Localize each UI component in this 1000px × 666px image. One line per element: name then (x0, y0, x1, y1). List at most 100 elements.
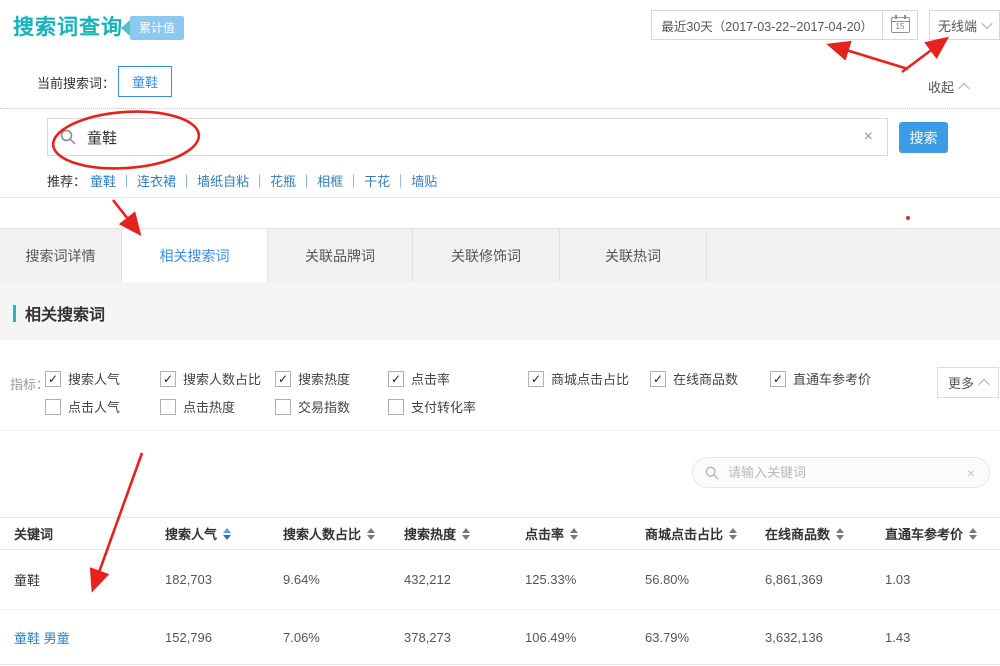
keyword-filter-box[interactable]: × (692, 457, 990, 488)
suggestion-separator: ｜ (180, 174, 194, 189)
search-input[interactable] (85, 127, 862, 147)
tab-4[interactable]: 关联修饰词 (413, 229, 560, 282)
sort-arrows-icon[interactable] (969, 527, 978, 540)
table-row: 童鞋 182,703 9.64% 432,212 125.33% 56.80% 6,861,… (0, 550, 1000, 610)
value-cell: 6,861,369 (765, 572, 823, 587)
table-header-row: 关键词 搜索人气 搜索人数占比 搜索热度 点击率 商城点击占比 在线商品数 直通车参考价 (0, 517, 1000, 550)
metric-checkbox-item[interactable]: ✓ 搜索热度 (275, 369, 350, 388)
metric-checkbox-item[interactable]: 点击热度 (160, 397, 235, 416)
suggestion-link[interactable]: 墙纸自粘 (197, 174, 250, 189)
value-cell: 9.64% (283, 572, 320, 587)
sort-arrows-icon[interactable] (570, 527, 579, 540)
checkbox-checked-icon[interactable]: ✓ (45, 370, 61, 387)
keyword-filter-input[interactable] (726, 464, 965, 481)
metric-label: 搜索人数占比 (183, 372, 262, 387)
related-search-table: 关键词 搜索人气 搜索人数占比 搜索热度 点击率 商城点击占比 在线商品数 直通车参考价 童鞋… (0, 517, 1000, 665)
suggestion-link[interactable]: 墙贴 (411, 174, 438, 189)
keyword-link[interactable]: 童鞋 男童 (14, 630, 70, 646)
terminal-dropdown[interactable]: 无线端 (929, 10, 1000, 40)
checkbox-checked-icon[interactable]: ✓ (275, 370, 291, 387)
metric-checkbox-item[interactable]: ✓ 搜索人数占比 (160, 369, 261, 388)
sort-arrows-icon[interactable] (223, 527, 232, 540)
checkbox-checked-icon[interactable]: ✓ (160, 370, 176, 387)
tab-1[interactable]: 搜索词详情 (0, 229, 122, 282)
suggestion-separator: ｜ (347, 174, 361, 189)
search-button[interactable]: 搜索 (899, 122, 948, 153)
clear-filter-icon[interactable]: × (966, 464, 975, 481)
clear-search-icon[interactable]: × (863, 128, 873, 145)
suggestion-link[interactable]: 花瓶 (270, 174, 297, 189)
checkbox-checked-icon[interactable]: ✓ (388, 370, 404, 387)
sort-arrows-icon[interactable] (367, 527, 376, 540)
metrics-label: 指标： (10, 377, 50, 392)
checkbox-unchecked-icon[interactable] (275, 398, 291, 415)
metric-checkbox-item[interactable]: ✓ 点击率 (388, 369, 450, 388)
value-cell: 7.06% (283, 629, 320, 645)
tab-2[interactable]: 相关搜索词 (122, 229, 268, 282)
checkbox-unchecked-icon[interactable] (160, 398, 176, 415)
tab-5[interactable]: 关联热词 (560, 229, 707, 282)
checkbox-checked-icon[interactable]: ✓ (650, 370, 666, 387)
checkbox-unchecked-icon[interactable] (388, 398, 404, 415)
metric-label: 点击人气 (68, 400, 121, 415)
current-term-button[interactable]: 童鞋 (118, 66, 173, 97)
sort-arrows-icon[interactable] (462, 527, 471, 540)
value-cell: 56.80% (645, 572, 690, 587)
metric-checkbox-item[interactable]: 点击人气 (45, 397, 120, 416)
calendar-button[interactable]: 15 (882, 11, 917, 39)
suggestion-separator: ｜ (394, 174, 408, 189)
value-cell: 1.43 (885, 629, 911, 645)
column-header-6[interactable]: 商城点击占比 (631, 524, 751, 543)
column-header-7[interactable]: 在线商品数 (751, 524, 871, 543)
annotation-dot (906, 216, 910, 220)
date-range-text[interactable]: 最近30天（2017-03-22~2017-04-20） (661, 19, 873, 34)
chevron-down-icon (981, 17, 993, 30)
more-metrics-button[interactable]: 更多 (937, 367, 999, 398)
checkbox-checked-icon[interactable]: ✓ (770, 370, 786, 387)
column-header-label: 搜索人气 (165, 527, 218, 542)
metric-checkbox-item[interactable]: ✓ 在线商品数 (650, 369, 738, 388)
value-cell: 3,632,136 (765, 629, 823, 645)
value-cell: 432,212 (404, 572, 451, 587)
collapse-toggle[interactable]: 收起 (928, 77, 970, 96)
column-header-5[interactable]: 点击率 (511, 524, 631, 543)
metric-checkbox-item[interactable]: ✓ 直通车参考价 (770, 369, 871, 388)
column-header-3[interactable]: 搜索人数占比 (269, 524, 390, 543)
keyword-cell: 童鞋 男童 (0, 628, 151, 647)
suggestion-link[interactable]: 相框 (317, 174, 344, 189)
metric-checkbox-item[interactable]: ✓ 搜索人气 (45, 369, 120, 388)
sort-arrows-icon[interactable] (836, 527, 845, 540)
page-title: 搜索词查询 (13, 16, 123, 39)
calendar-icon: 15 (890, 15, 910, 33)
suggestion-links: 童鞋｜连衣裙｜墙纸自粘｜花瓶｜相框｜干花｜墙贴 (90, 171, 437, 190)
value-cell: 1.03 (885, 572, 911, 587)
checkbox-unchecked-icon[interactable] (45, 398, 61, 415)
suggestion-link[interactable]: 连衣裙 (137, 174, 177, 189)
suggestion-link[interactable]: 干花 (364, 174, 391, 189)
column-header-1[interactable]: 关键词 (0, 524, 151, 543)
checkbox-checked-icon[interactable]: ✓ (528, 370, 544, 387)
section-band: 相关搜索词 (0, 282, 1000, 340)
metric-checkbox-item[interactable]: 支付转化率 (388, 397, 476, 416)
column-header-4[interactable]: 搜索热度 (390, 524, 511, 543)
column-header-8[interactable]: 直通车参考价 (871, 524, 985, 543)
column-header-2[interactable]: 搜索人气 (151, 524, 269, 543)
suggestion-label: 推荐： (47, 174, 87, 189)
metric-checkbox-item[interactable]: ✓ 商城点击占比 (528, 369, 629, 388)
cumulative-badge: 累计值 (121, 16, 185, 40)
table-body: 童鞋 182,703 9.64% 432,212 125.33% 56.80% 6,861,… (0, 550, 1000, 665)
value-cell: 106.49% (525, 629, 577, 645)
tab-3[interactable]: 关联品牌词 (268, 229, 413, 282)
metric-checkbox-item[interactable]: 交易指数 (275, 397, 350, 416)
search-box[interactable]: × (47, 118, 888, 156)
section-accent-bar (13, 304, 16, 322)
keyword-cell: 童鞋 (0, 570, 151, 589)
page-header: 搜索词查询 累计值 最近30天（2017-03-22~2017-04-20） 1… (0, 0, 1000, 109)
column-header-label: 搜索热度 (404, 527, 457, 542)
sort-arrows-icon[interactable] (729, 527, 738, 540)
date-range-selector[interactable]: 最近30天（2017-03-22~2017-04-20） 15 (651, 10, 918, 40)
value-cell: 182,703 (165, 572, 212, 587)
suggestion-link[interactable]: 童鞋 (90, 174, 117, 189)
value-cell: 125.33% (525, 572, 577, 587)
metric-label: 商城点击占比 (551, 372, 630, 387)
